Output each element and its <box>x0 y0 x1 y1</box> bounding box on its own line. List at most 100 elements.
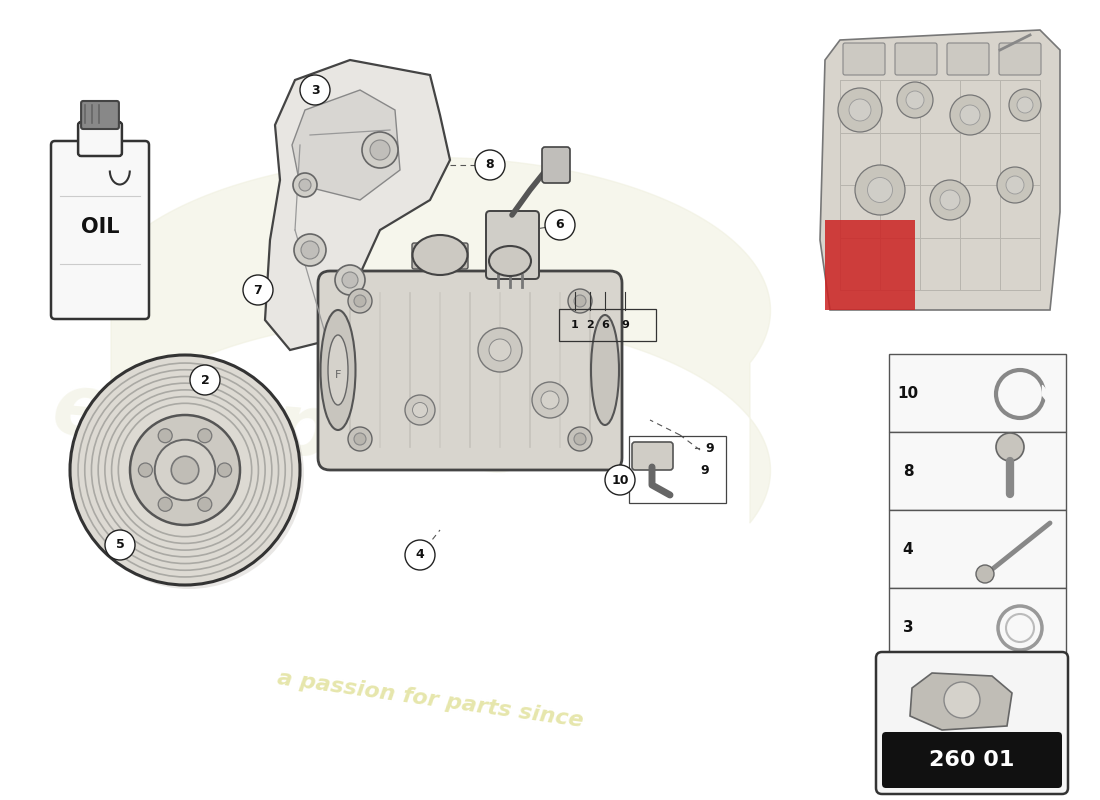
Circle shape <box>348 289 372 313</box>
FancyBboxPatch shape <box>843 43 886 75</box>
Circle shape <box>605 465 635 495</box>
Circle shape <box>906 91 924 109</box>
Circle shape <box>930 180 970 220</box>
Circle shape <box>198 429 212 442</box>
Circle shape <box>362 132 398 168</box>
Text: europarts: europarts <box>50 368 530 492</box>
Ellipse shape <box>328 335 348 405</box>
Polygon shape <box>820 30 1060 310</box>
Circle shape <box>104 530 135 560</box>
Circle shape <box>218 463 232 477</box>
Text: 8: 8 <box>486 158 494 171</box>
FancyBboxPatch shape <box>632 442 673 470</box>
FancyBboxPatch shape <box>895 43 937 75</box>
Text: 8: 8 <box>903 465 913 479</box>
Circle shape <box>532 382 568 418</box>
Circle shape <box>574 295 586 307</box>
FancyBboxPatch shape <box>51 141 148 319</box>
FancyBboxPatch shape <box>889 432 1066 510</box>
Circle shape <box>354 295 366 307</box>
FancyBboxPatch shape <box>889 588 1066 666</box>
Circle shape <box>574 433 586 445</box>
Text: a passion for parts since: a passion for parts since <box>276 669 584 731</box>
Circle shape <box>1009 89 1041 121</box>
FancyBboxPatch shape <box>81 101 119 129</box>
Circle shape <box>997 167 1033 203</box>
Text: 9: 9 <box>705 442 714 454</box>
Circle shape <box>299 179 311 191</box>
Circle shape <box>348 427 372 451</box>
FancyBboxPatch shape <box>78 122 122 156</box>
Circle shape <box>490 339 512 361</box>
Circle shape <box>412 402 428 418</box>
Circle shape <box>568 289 592 313</box>
Circle shape <box>944 682 980 718</box>
Circle shape <box>849 99 871 121</box>
Circle shape <box>158 429 173 442</box>
Text: F: F <box>334 370 341 380</box>
FancyBboxPatch shape <box>876 652 1068 794</box>
Circle shape <box>868 178 892 202</box>
Text: 4: 4 <box>416 549 425 562</box>
Circle shape <box>354 433 366 445</box>
Circle shape <box>940 190 960 210</box>
Circle shape <box>960 105 980 125</box>
Circle shape <box>1006 176 1024 194</box>
Circle shape <box>1018 97 1033 113</box>
Polygon shape <box>825 220 915 310</box>
Ellipse shape <box>490 246 531 276</box>
Ellipse shape <box>591 315 619 425</box>
FancyBboxPatch shape <box>412 243 468 269</box>
Circle shape <box>896 82 933 118</box>
Text: 9: 9 <box>700 463 708 477</box>
Circle shape <box>198 498 212 511</box>
Text: 6: 6 <box>601 320 609 330</box>
Text: 260 01: 260 01 <box>930 750 1014 770</box>
Text: 10: 10 <box>898 386 918 402</box>
Text: 10: 10 <box>612 474 629 486</box>
Circle shape <box>405 395 435 425</box>
Circle shape <box>190 365 220 395</box>
Circle shape <box>155 440 216 500</box>
Circle shape <box>293 173 317 197</box>
FancyBboxPatch shape <box>889 510 1066 588</box>
Circle shape <box>301 241 319 259</box>
Circle shape <box>478 328 522 372</box>
Circle shape <box>541 391 559 409</box>
Circle shape <box>950 95 990 135</box>
Polygon shape <box>265 60 450 350</box>
Text: OIL: OIL <box>80 217 119 237</box>
Circle shape <box>130 415 240 525</box>
Circle shape <box>294 234 326 266</box>
Circle shape <box>300 75 330 105</box>
Text: 7: 7 <box>254 283 263 297</box>
FancyBboxPatch shape <box>486 211 539 279</box>
Text: 9: 9 <box>621 320 629 330</box>
FancyBboxPatch shape <box>947 43 989 75</box>
Circle shape <box>976 565 994 583</box>
Circle shape <box>405 540 435 570</box>
Circle shape <box>838 88 882 132</box>
Circle shape <box>568 427 592 451</box>
Polygon shape <box>292 90 400 200</box>
Circle shape <box>70 355 300 585</box>
FancyBboxPatch shape <box>542 147 570 183</box>
Polygon shape <box>910 673 1012 730</box>
Text: 4: 4 <box>903 542 913 558</box>
Circle shape <box>544 210 575 240</box>
Circle shape <box>996 433 1024 461</box>
Circle shape <box>243 275 273 305</box>
Circle shape <box>336 265 365 295</box>
Circle shape <box>172 456 199 484</box>
Circle shape <box>139 463 153 477</box>
Text: 3: 3 <box>310 83 319 97</box>
Circle shape <box>370 140 390 160</box>
Circle shape <box>855 165 905 215</box>
Circle shape <box>475 150 505 180</box>
FancyBboxPatch shape <box>318 271 622 470</box>
FancyBboxPatch shape <box>882 732 1062 788</box>
Text: 6: 6 <box>556 218 564 231</box>
Text: 2: 2 <box>586 320 594 330</box>
Circle shape <box>158 498 173 511</box>
Circle shape <box>74 359 304 589</box>
